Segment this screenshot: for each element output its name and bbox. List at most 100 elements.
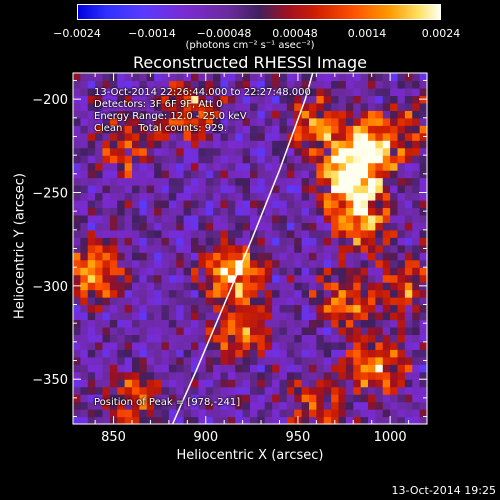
heatmap-cell bbox=[294, 379, 303, 388]
heatmap-cell bbox=[301, 237, 310, 246]
heatmap-cell bbox=[242, 416, 251, 425]
heatmap-cell bbox=[360, 155, 369, 164]
heatmap-cell bbox=[213, 140, 222, 149]
heatmap-cell bbox=[80, 311, 89, 321]
heatmap-cell bbox=[139, 297, 148, 306]
heatmap-cell bbox=[419, 125, 428, 134]
heatmap-cell bbox=[264, 222, 273, 231]
heatmap-cell bbox=[183, 185, 192, 194]
heatmap-cell bbox=[242, 311, 251, 321]
heatmap-cell bbox=[390, 364, 399, 373]
heatmap-cell bbox=[368, 80, 376, 89]
heatmap-cell bbox=[412, 110, 421, 119]
heatmap-cell bbox=[109, 386, 118, 395]
heatmap-cell bbox=[191, 237, 199, 246]
heatmap-cell bbox=[109, 125, 118, 134]
heatmap-cell bbox=[124, 177, 133, 186]
heatmap-cell bbox=[294, 199, 303, 209]
heatmap-cell bbox=[301, 199, 310, 209]
heatmap-cell bbox=[404, 155, 413, 164]
heatmap-cell bbox=[73, 185, 81, 194]
heatmap-cell bbox=[323, 155, 332, 164]
heatmap-cell bbox=[250, 252, 258, 261]
heatmap-cell bbox=[132, 297, 140, 306]
heatmap-cell bbox=[331, 289, 340, 298]
heatmap-cell bbox=[294, 349, 303, 358]
heatmap-cell bbox=[309, 349, 317, 358]
heatmap-cell bbox=[117, 386, 126, 395]
heatmap-cell bbox=[109, 394, 118, 403]
heatmap-cell bbox=[161, 341, 170, 350]
heatmap-cell bbox=[353, 326, 362, 335]
heatmap-cell bbox=[220, 95, 229, 104]
heatmap-cell bbox=[272, 185, 281, 194]
heatmap-cell bbox=[309, 87, 317, 97]
heatmap-cell bbox=[117, 110, 126, 119]
heatmap-cell bbox=[146, 125, 155, 134]
heatmap-cell bbox=[419, 289, 428, 298]
heatmap-cell bbox=[124, 155, 133, 164]
heatmap-cell bbox=[95, 185, 104, 194]
heatmap-cell bbox=[279, 282, 288, 291]
heatmap-cell bbox=[132, 304, 140, 313]
heatmap-cell bbox=[323, 326, 332, 335]
heatmap-cell bbox=[124, 222, 133, 231]
heatmap-cell bbox=[368, 214, 376, 223]
heatmap-cell bbox=[87, 297, 96, 306]
heatmap-cell bbox=[412, 364, 421, 373]
heatmap-cell bbox=[404, 252, 413, 261]
heatmap-cell bbox=[198, 386, 207, 395]
heatmap-cell bbox=[124, 229, 133, 238]
heatmap-cell bbox=[272, 252, 281, 261]
heatmap-cell bbox=[316, 349, 325, 358]
heatmap-cell bbox=[227, 304, 236, 313]
heatmap-cell bbox=[412, 416, 421, 425]
heatmap-cell bbox=[257, 147, 266, 156]
heatmap-cell bbox=[242, 80, 251, 89]
heatmap-cell bbox=[309, 95, 317, 104]
heatmap-cell bbox=[176, 267, 185, 276]
heatmap-cell bbox=[161, 199, 170, 209]
heatmap-cell bbox=[73, 371, 81, 380]
heatmap-cell bbox=[250, 401, 258, 410]
heatmap-cell bbox=[360, 394, 369, 403]
heatmap-cell bbox=[95, 177, 104, 186]
heatmap-cell bbox=[102, 147, 111, 156]
heatmap-cell bbox=[146, 379, 155, 388]
heatmap-cell bbox=[132, 162, 140, 171]
heatmap-cell bbox=[213, 401, 222, 410]
heatmap-cell bbox=[301, 132, 310, 141]
heatmap-cell bbox=[294, 110, 303, 119]
heatmap-cell bbox=[139, 87, 148, 97]
heatmap-cell bbox=[390, 222, 399, 231]
heatmap-cell bbox=[375, 371, 384, 380]
y-tick-label: −200 bbox=[32, 93, 68, 108]
heatmap-cell bbox=[220, 409, 229, 418]
heatmap-cell bbox=[191, 102, 199, 111]
heatmap-cell bbox=[124, 185, 133, 194]
heatmap-cell bbox=[242, 364, 251, 373]
heatmap-cell bbox=[404, 267, 413, 276]
heatmap-cell bbox=[345, 311, 354, 321]
heatmap-cell bbox=[419, 155, 428, 164]
heatmap-cell bbox=[375, 334, 384, 343]
heatmap-cell bbox=[404, 409, 413, 418]
heatmap-cell bbox=[257, 87, 266, 97]
heatmap-cell bbox=[205, 289, 214, 298]
heatmap-cell bbox=[390, 95, 399, 104]
heatmap-cell bbox=[390, 102, 399, 111]
heatmap-cell bbox=[87, 349, 96, 358]
heatmap-cell bbox=[338, 386, 347, 395]
heatmap-cell bbox=[183, 132, 192, 141]
heatmap-cell bbox=[139, 199, 148, 209]
heatmap-cell bbox=[264, 341, 273, 350]
heatmap-cell bbox=[102, 386, 111, 395]
heatmap-cell bbox=[205, 409, 214, 418]
heatmap-cell bbox=[301, 125, 310, 134]
heatmap-cell bbox=[404, 334, 413, 343]
heatmap-cell bbox=[294, 177, 303, 186]
heatmap-cell bbox=[132, 237, 140, 246]
heatmap-cell bbox=[382, 140, 391, 149]
heatmap-cell bbox=[80, 102, 89, 111]
heatmap-cell bbox=[301, 185, 310, 194]
